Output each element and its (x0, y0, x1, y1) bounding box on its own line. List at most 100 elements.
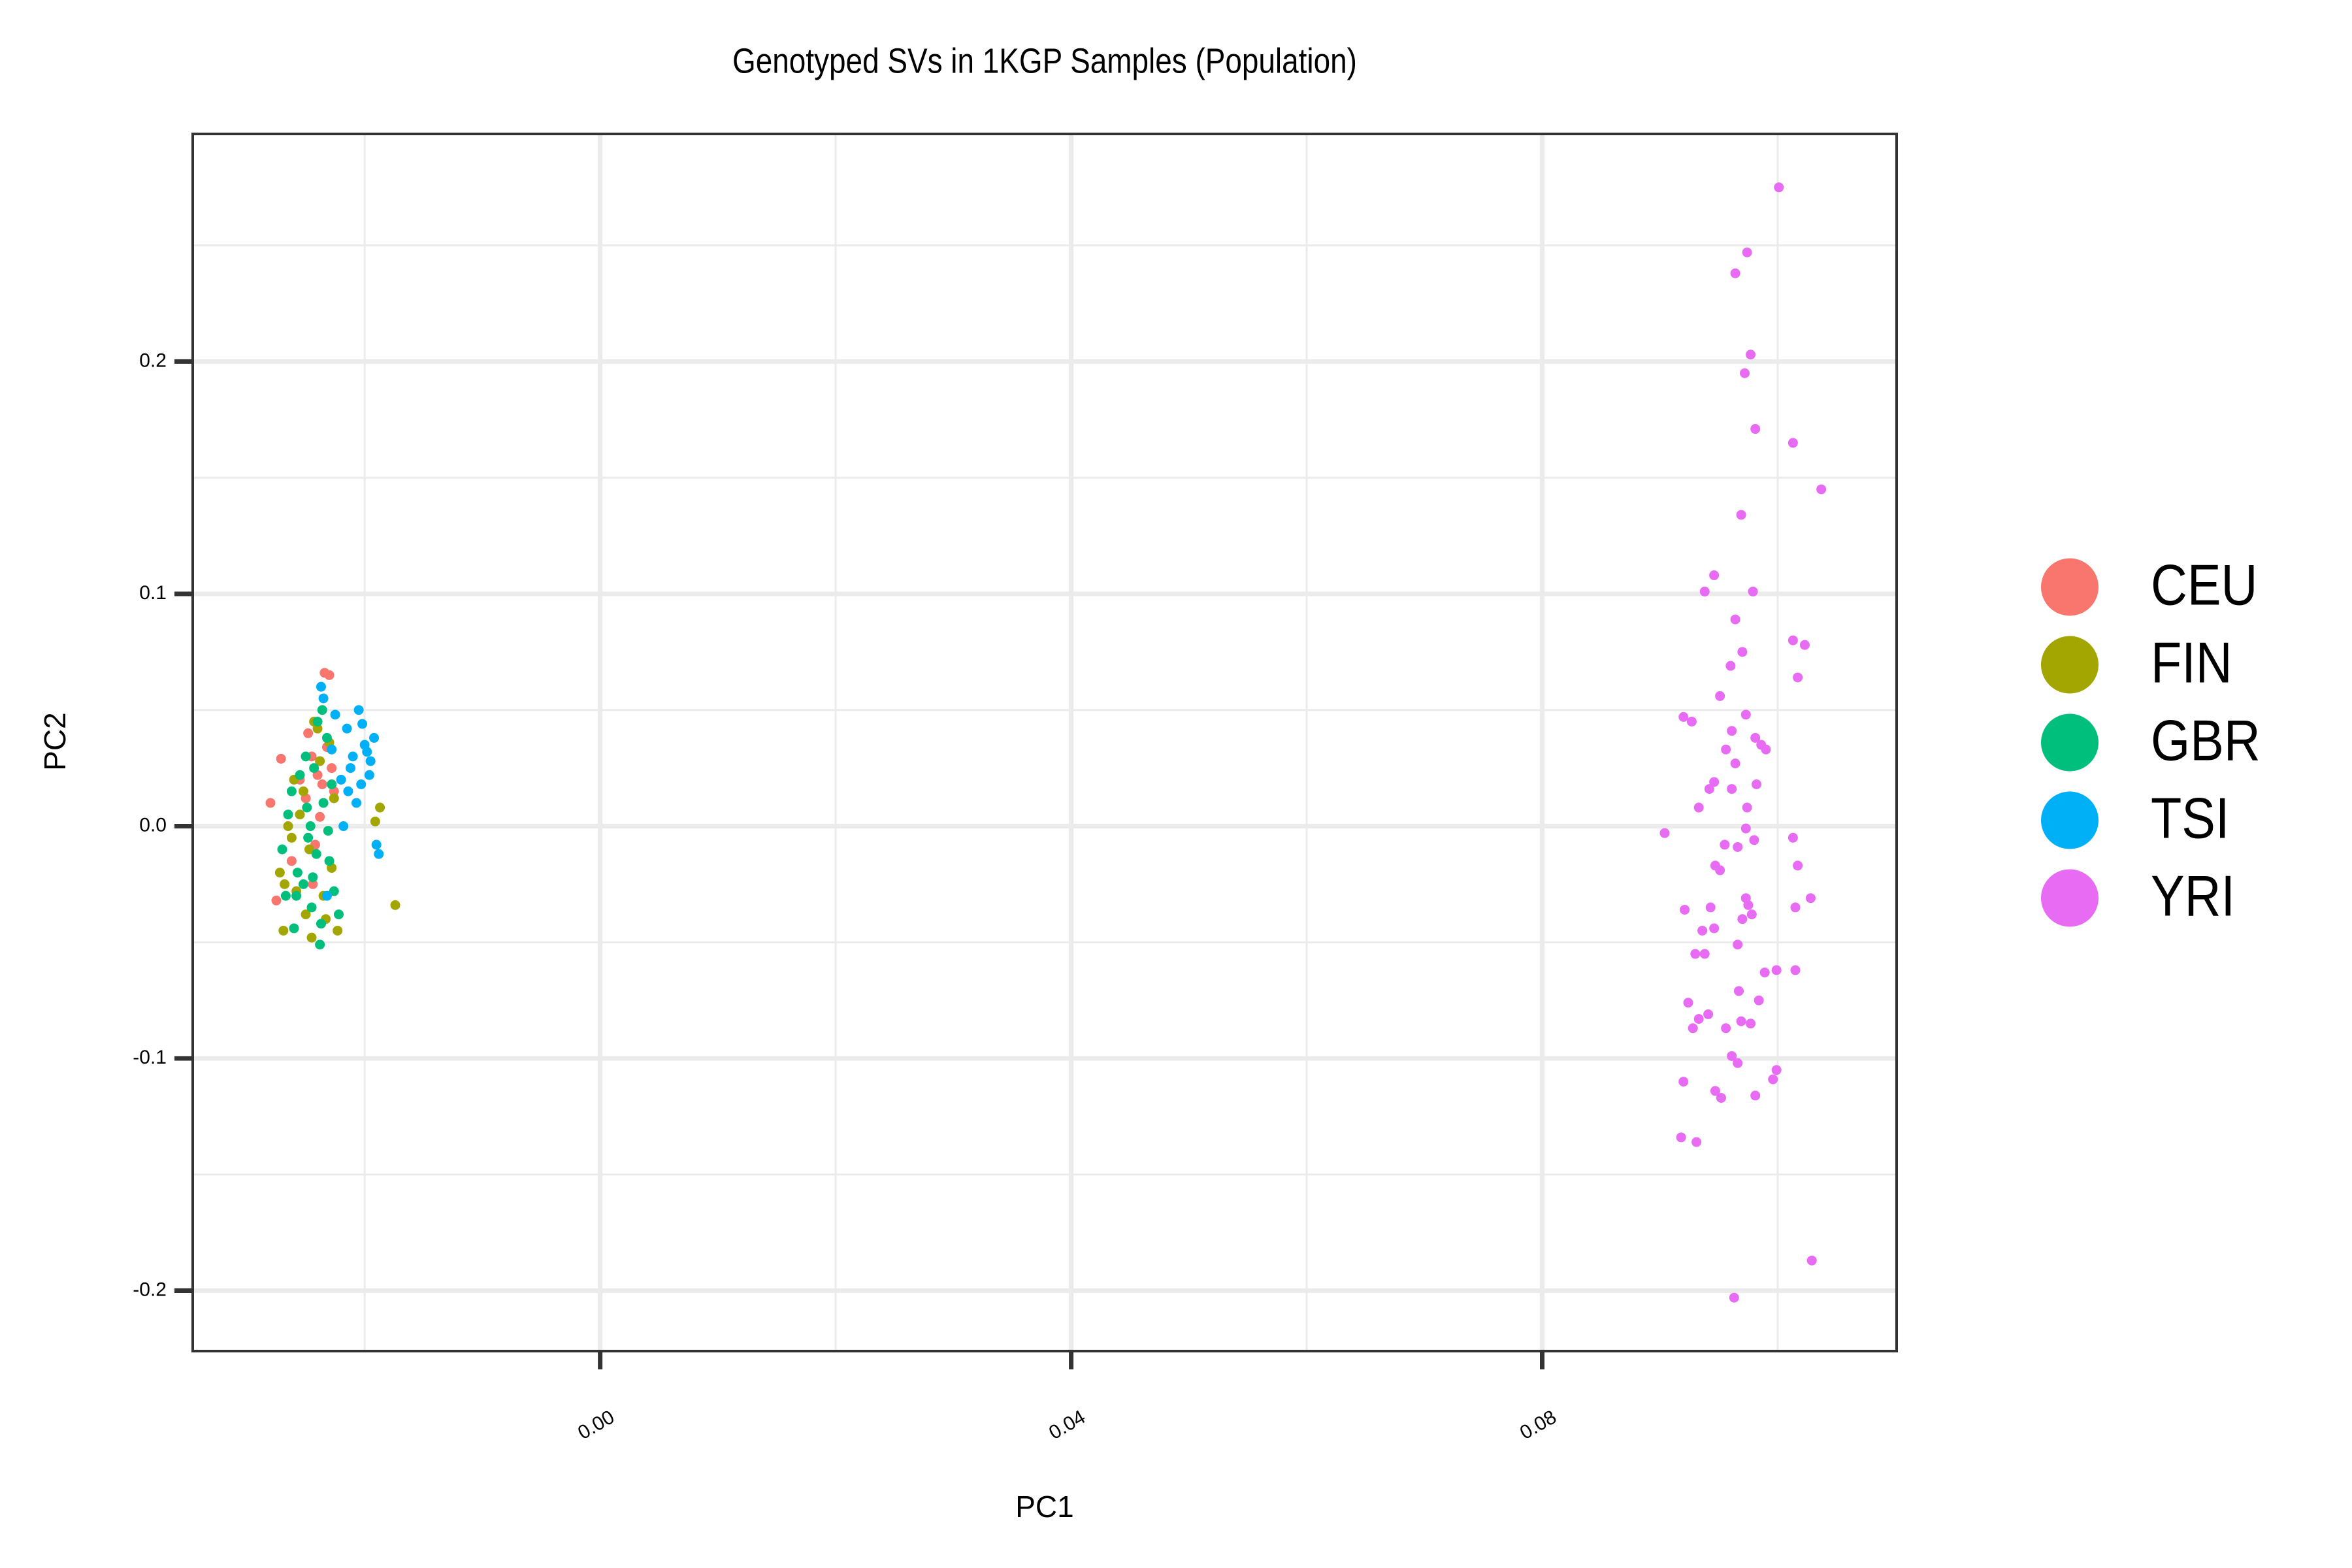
point (346, 763, 356, 774)
point (295, 770, 305, 780)
point (1688, 1023, 1698, 1034)
point (295, 809, 305, 820)
point (357, 719, 368, 729)
point (1740, 823, 1751, 834)
point (321, 732, 332, 743)
point (327, 744, 337, 755)
point (1737, 914, 1748, 924)
x-axis-title: PC1 (1015, 1490, 1073, 1524)
point (1727, 726, 1737, 736)
y-tick-label: 0.0 (139, 814, 167, 836)
point (265, 798, 276, 808)
point (1727, 1051, 1737, 1061)
chart-title: Genotyped SVs in 1KGP Samples (Populatio… (732, 41, 1357, 80)
panel-border (191, 133, 1898, 1352)
legend: CEU FIN GBR TSI YRI (2041, 553, 2261, 928)
point (303, 728, 314, 738)
point (1740, 710, 1751, 720)
point (1709, 923, 1720, 934)
point (1715, 691, 1725, 701)
point (278, 925, 289, 936)
point (1742, 247, 1752, 257)
point (1752, 779, 1762, 789)
point (1733, 986, 1744, 996)
point (1699, 586, 1710, 596)
point (1721, 744, 1731, 755)
point (1816, 484, 1827, 495)
point (1736, 1016, 1746, 1026)
point (375, 802, 385, 813)
point (333, 909, 344, 920)
legend-label: GBR (2151, 708, 2261, 773)
point (1743, 900, 1754, 910)
point (292, 868, 302, 878)
point (324, 670, 335, 680)
point (298, 786, 308, 796)
point (336, 774, 346, 785)
point (318, 693, 329, 704)
point (1774, 182, 1784, 193)
point (1686, 717, 1697, 727)
point (1730, 268, 1740, 278)
point (271, 895, 282, 906)
point (1709, 570, 1720, 581)
point (1788, 438, 1798, 448)
point (317, 779, 327, 789)
y-tick-label: 0.2 (139, 350, 167, 371)
point (1749, 835, 1759, 845)
grid (193, 134, 1897, 1351)
y-tick-label: 0.1 (139, 582, 167, 604)
point (306, 932, 317, 943)
point (1771, 1065, 1782, 1075)
point (1748, 586, 1758, 596)
point (1693, 802, 1704, 813)
point (348, 751, 358, 762)
point (333, 925, 343, 936)
point (309, 763, 319, 774)
x-tick-label: 0.04 (1045, 1406, 1089, 1444)
legend-swatch (2041, 558, 2099, 616)
point (318, 798, 329, 808)
point (1729, 1292, 1739, 1303)
point (274, 868, 285, 878)
point (329, 886, 339, 896)
point (283, 821, 293, 831)
point (1715, 865, 1725, 875)
point (1759, 967, 1770, 977)
point (371, 840, 382, 850)
point (305, 821, 316, 831)
point (277, 844, 287, 855)
point (1761, 744, 1771, 755)
point (356, 779, 367, 789)
legend-swatch (2041, 636, 2099, 694)
point (351, 798, 362, 808)
point (362, 747, 372, 757)
legend-label: CEU (2151, 553, 2257, 617)
point (1733, 1058, 1743, 1068)
point (315, 756, 325, 766)
point (312, 717, 323, 727)
point (330, 710, 340, 720)
point (286, 786, 297, 796)
point (1805, 893, 1816, 904)
point (1750, 732, 1761, 743)
point (316, 681, 326, 692)
point (1691, 1137, 1702, 1147)
point (1678, 711, 1689, 722)
point (280, 879, 290, 889)
point (1737, 647, 1748, 657)
point (1730, 614, 1740, 625)
point (374, 849, 384, 859)
y-axis-title: PC2 (38, 712, 72, 770)
point (1746, 909, 1757, 920)
point (1699, 949, 1710, 959)
point (364, 770, 374, 780)
point (369, 732, 380, 743)
point (323, 826, 333, 836)
point (365, 756, 376, 766)
point (1754, 995, 1764, 1005)
y-tick-label: -0.1 (133, 1047, 167, 1068)
point (308, 872, 318, 883)
point (342, 723, 352, 734)
